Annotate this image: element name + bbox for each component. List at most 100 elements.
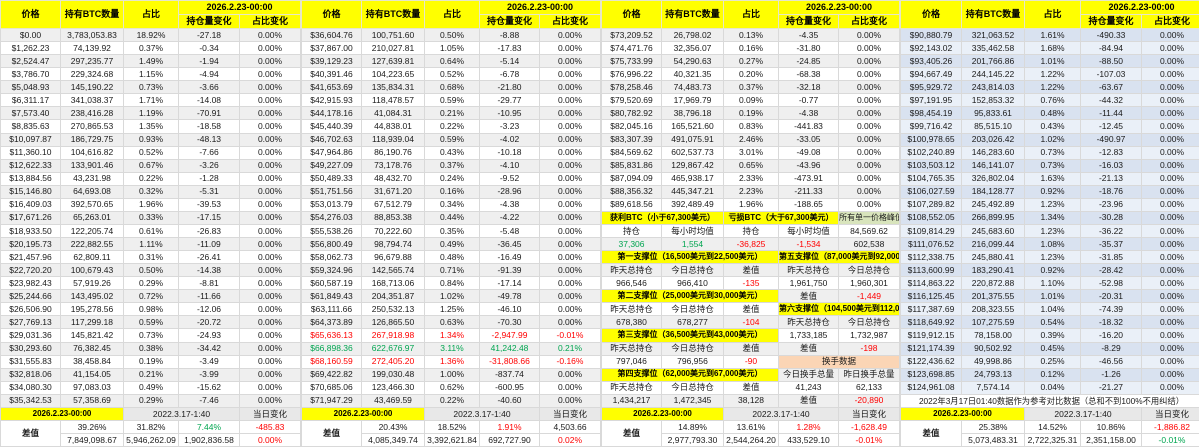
cell[interactable]: 0.00%: [539, 223, 601, 239]
cell[interactable]: -68.38: [778, 67, 839, 82]
cell[interactable]: 245,492.89: [961, 197, 1025, 212]
cell[interactable]: 0.00%: [838, 93, 900, 108]
cell[interactable]: -28.96: [479, 184, 540, 199]
cell[interactable]: 1.01%: [1024, 289, 1081, 304]
cell[interactable]: 1.23%: [1024, 197, 1081, 212]
cell[interactable]: 差值: [778, 289, 839, 304]
cell[interactable]: 0.00%: [239, 27, 301, 43]
cell[interactable]: 38,796.18: [661, 106, 724, 121]
cell[interactable]: 1.34%: [1024, 210, 1081, 225]
column-header-position-change[interactable]: 持仓量变化: [1080, 14, 1142, 29]
cell[interactable]: $121,174.39: [900, 341, 962, 356]
cell[interactable]: 今日总持仓: [661, 341, 724, 356]
column-header-position-change[interactable]: 持仓量变化: [479, 14, 540, 29]
cell[interactable]: $78,258.46: [601, 80, 662, 95]
cell[interactable]: 1,472,345: [661, 393, 724, 409]
footer-value[interactable]: 2,544,264.20: [723, 433, 779, 447]
cell[interactable]: 0.00%: [1141, 341, 1199, 356]
cell[interactable]: 1.71%: [123, 93, 179, 108]
cell[interactable]: 26,798.02: [661, 27, 724, 43]
cell[interactable]: 0.21%: [539, 341, 601, 356]
cell[interactable]: 每小时均值: [778, 223, 839, 239]
cell[interactable]: 85,515.10: [961, 119, 1025, 134]
footer-date-current[interactable]: 2026.2.23-00:00: [0, 407, 124, 421]
cell[interactable]: -21.80: [479, 80, 540, 95]
cell[interactable]: $45,440.39: [301, 119, 362, 134]
cell[interactable]: 97,083.03: [60, 380, 124, 395]
cell[interactable]: 昨天总持仓: [601, 380, 662, 395]
cell[interactable]: 1.61%: [1024, 27, 1081, 43]
cell[interactable]: 0.04%: [1024, 380, 1081, 395]
cell[interactable]: -135: [723, 276, 779, 291]
footer-date-reference[interactable]: 2022.3.17-1:40: [1024, 407, 1142, 421]
cell[interactable]: $76,996.22: [601, 67, 662, 82]
cell[interactable]: 0.49%: [123, 380, 179, 395]
cell[interactable]: 445,347.21: [661, 184, 724, 199]
footer-date-reference[interactable]: 2022.3.17-1:40: [123, 407, 240, 421]
cell[interactable]: 昨天总持仓: [601, 263, 662, 278]
cell[interactable]: $3,786.70: [0, 67, 61, 82]
cell[interactable]: -0.16%: [539, 354, 601, 369]
cell[interactable]: 966,410: [661, 276, 724, 291]
cell[interactable]: 40,321.35: [661, 67, 724, 82]
cell[interactable]: 0.83%: [723, 119, 779, 134]
cell[interactable]: -14.08: [178, 93, 240, 108]
cell[interactable]: 第四支撑位（62,000美元到67,000美元）: [601, 367, 779, 382]
cell[interactable]: -70.91: [178, 106, 240, 121]
cell[interactable]: $123,698.85: [900, 367, 962, 382]
cell[interactable]: -1.94: [178, 54, 240, 69]
cell[interactable]: -11.09: [178, 236, 240, 252]
cell[interactable]: 0.00%: [539, 41, 601, 56]
column-header-position-change[interactable]: 持仓量变化: [778, 14, 839, 29]
cell[interactable]: 0.43%: [1024, 119, 1081, 134]
footer-value[interactable]: 2,351,158.00: [1080, 433, 1142, 447]
cell[interactable]: -10.18: [479, 145, 540, 160]
cell[interactable]: 0.00%: [539, 145, 601, 160]
cell[interactable]: 1.19%: [123, 106, 179, 121]
cell[interactable]: 0.00%: [1141, 41, 1199, 56]
cell[interactable]: $68,160.59: [301, 354, 362, 369]
cell[interactable]: 7,574.14: [961, 380, 1025, 395]
cell[interactable]: -17.83: [479, 41, 540, 56]
cell[interactable]: -11.44: [1080, 106, 1142, 121]
cell[interactable]: 差值: [723, 341, 779, 356]
cell[interactable]: $41,653.69: [301, 80, 362, 95]
cell[interactable]: -3.23: [479, 119, 540, 134]
footer-date-reference[interactable]: 2022.3.17-1:40: [424, 407, 540, 421]
cell[interactable]: 142,565.74: [361, 263, 425, 278]
cell[interactable]: -11.66: [178, 289, 240, 304]
cell[interactable]: 0.00%: [539, 67, 601, 82]
cell[interactable]: 0.35%: [424, 223, 480, 239]
cell[interactable]: -1.28: [178, 171, 240, 186]
cell[interactable]: 0.00%: [838, 184, 900, 199]
cell[interactable]: $69,422.82: [301, 367, 362, 382]
cell[interactable]: 98,794.74: [361, 236, 425, 252]
cell[interactable]: $15,146.80: [0, 184, 61, 199]
cell[interactable]: 差值: [778, 341, 839, 356]
footer-value[interactable]: 7.44%: [178, 420, 240, 434]
cell[interactable]: 0.31%: [123, 250, 179, 265]
cell[interactable]: 44,838.01: [361, 119, 425, 134]
cell[interactable]: -198: [838, 341, 900, 356]
cell[interactable]: 第五支撑位（87,000美元到92,000美元）: [778, 250, 900, 265]
cell[interactable]: $22,720.20: [0, 263, 61, 278]
cell[interactable]: 392,570.65: [60, 197, 124, 212]
cell[interactable]: 201,766.86: [961, 54, 1025, 69]
cell[interactable]: $63,111.66: [301, 302, 362, 317]
cell[interactable]: 95,833.61: [961, 106, 1025, 121]
cell[interactable]: 1.04%: [1024, 302, 1081, 317]
footer-value[interactable]: -0.01%: [1141, 433, 1199, 447]
cell[interactable]: $75,733.99: [601, 54, 662, 69]
footer-daily-change-label[interactable]: 当日变化: [539, 407, 601, 421]
cell[interactable]: -20.72: [178, 315, 240, 330]
diff-label[interactable]: 差值: [0, 420, 61, 447]
cell[interactable]: 0.27%: [723, 54, 779, 69]
cell[interactable]: 3.11%: [424, 341, 480, 356]
cell[interactable]: 41,084.31: [361, 106, 425, 121]
cell[interactable]: 0.21%: [123, 367, 179, 382]
cell[interactable]: 0.65%: [723, 158, 779, 173]
cell[interactable]: 1.10%: [1024, 276, 1081, 291]
cell[interactable]: $122,436.62: [900, 354, 962, 369]
cell[interactable]: 622,676.97: [361, 341, 425, 356]
cell[interactable]: 335,462.58: [961, 41, 1025, 56]
